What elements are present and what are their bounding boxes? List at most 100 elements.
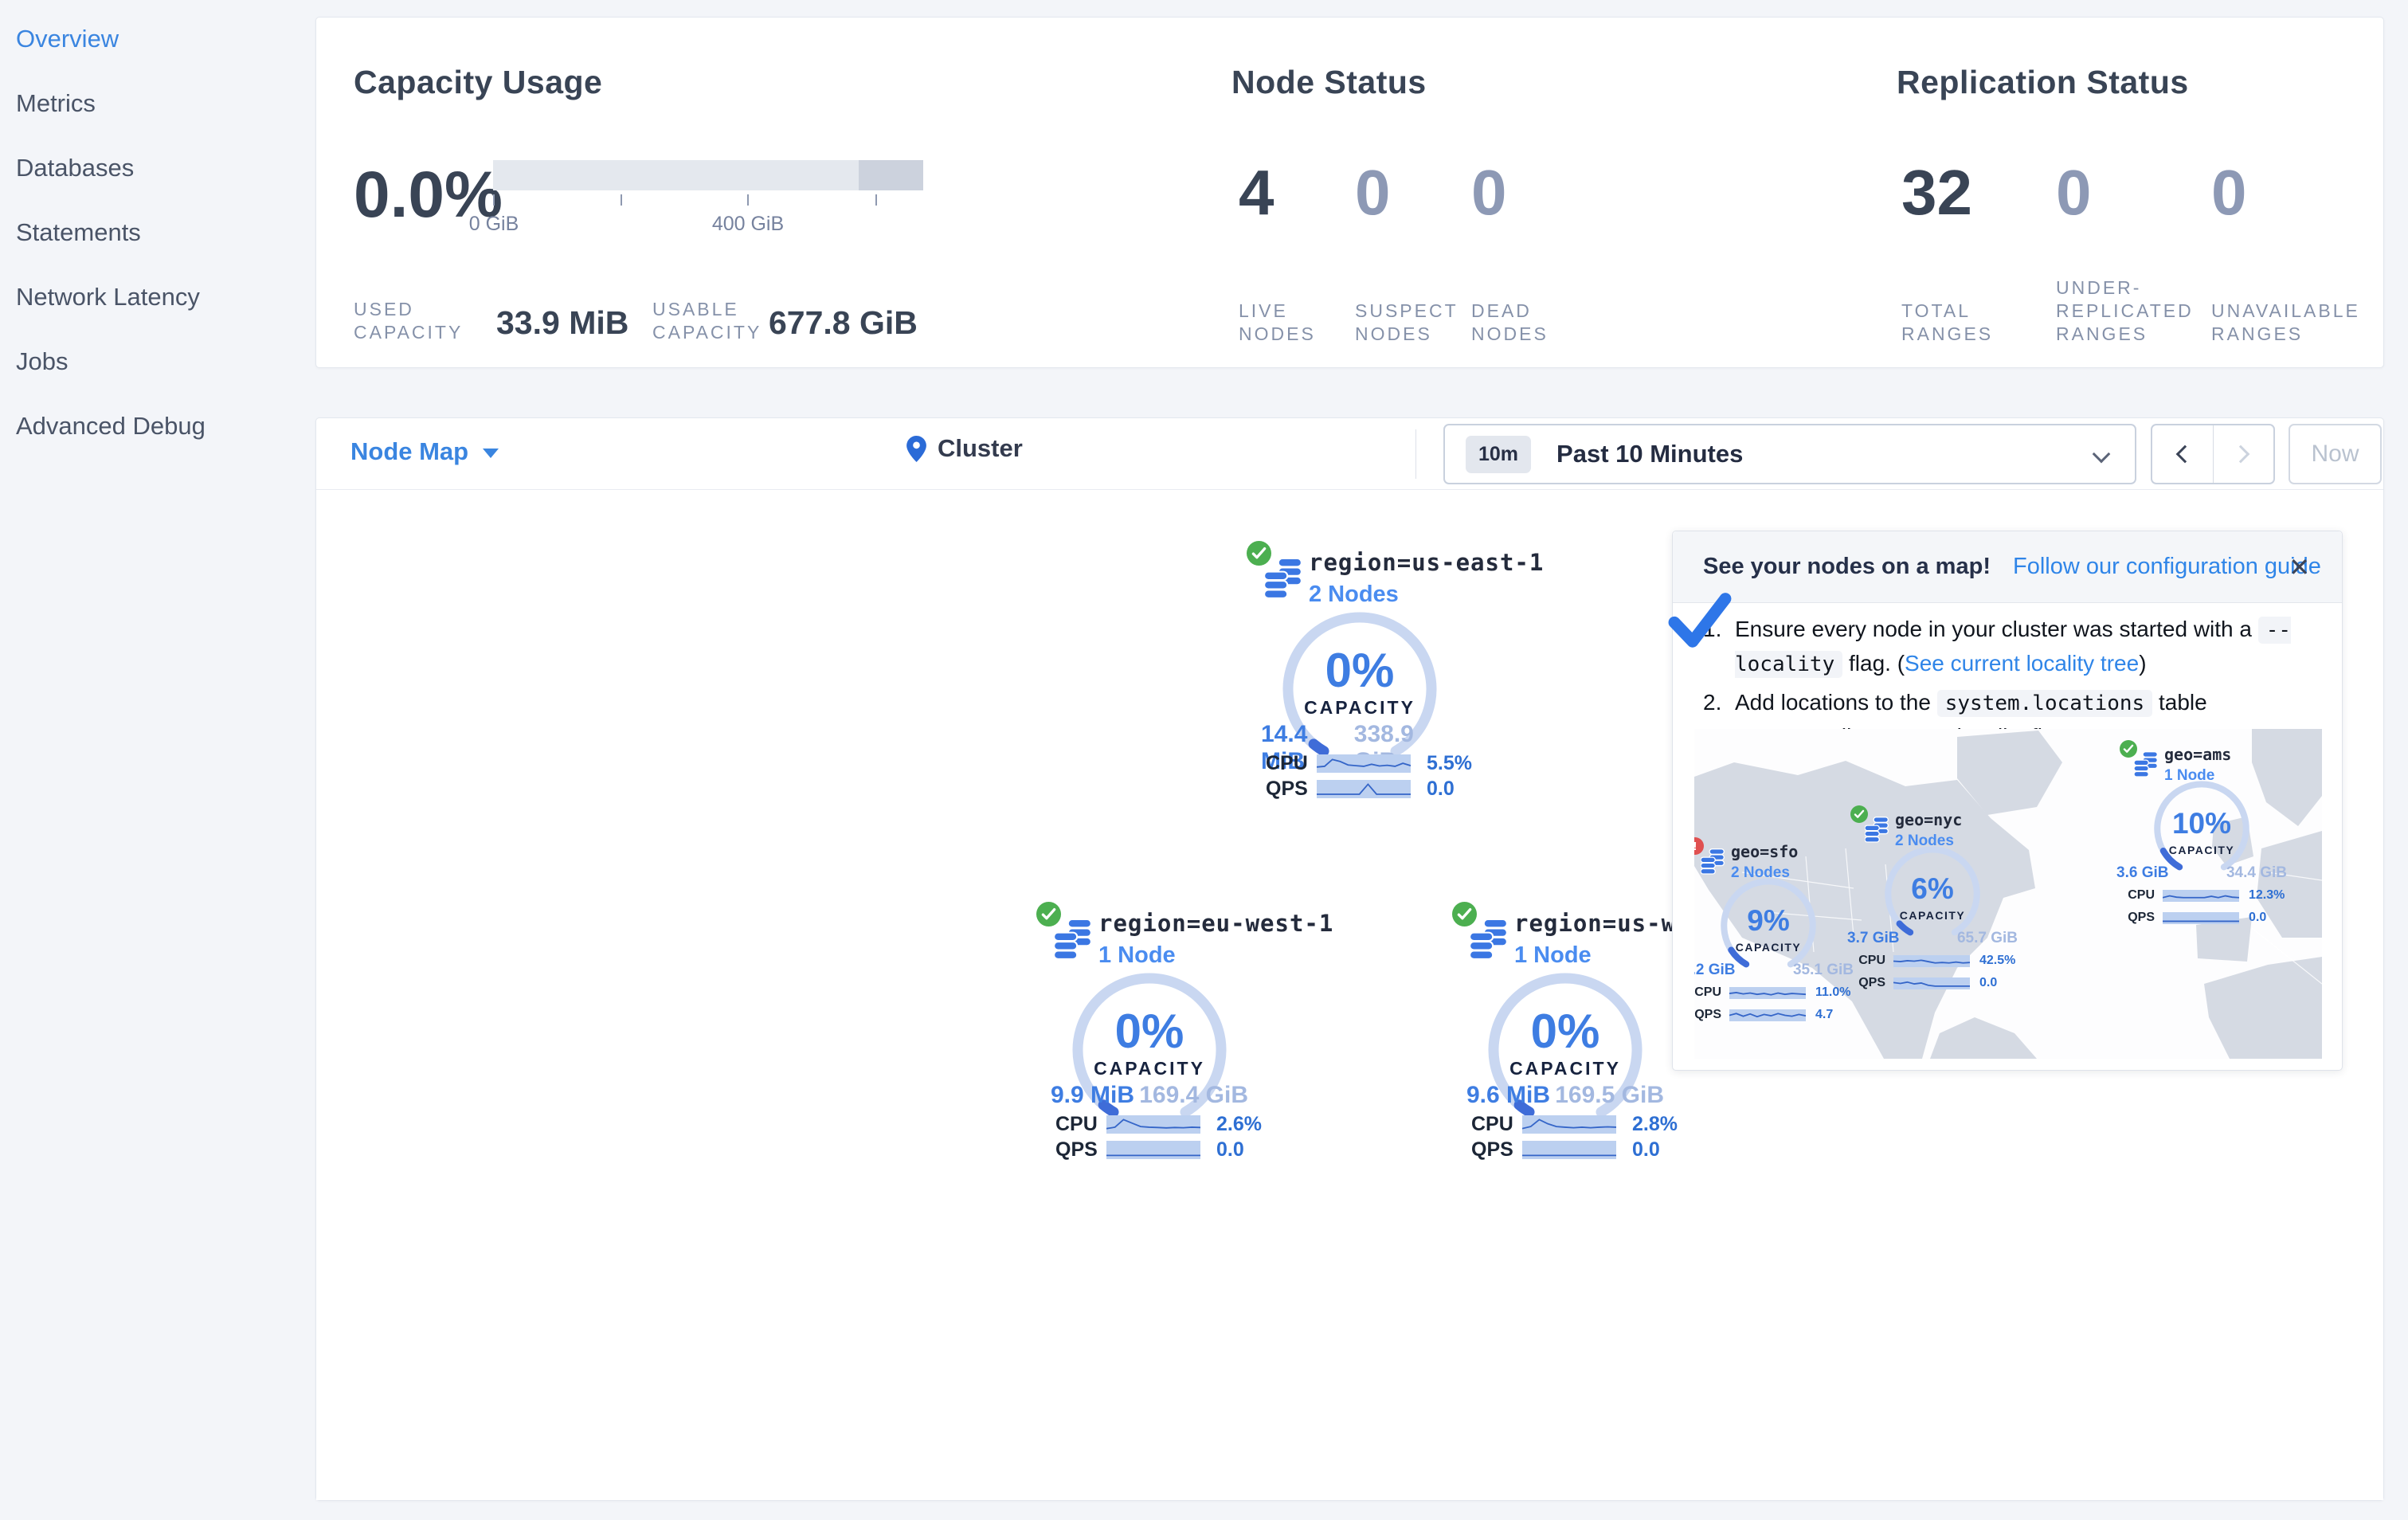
- region-node-us-west-1: region=us-west-1 1 Node 0% CAPACITY 9.6 …: [1430, 900, 1748, 1173]
- warning-icon: !: [1694, 837, 1704, 855]
- time-range-picker[interactable]: 10m Past 10 Minutes: [1443, 424, 2136, 484]
- next-interval-button[interactable]: [2212, 425, 2274, 483]
- toolbar-divider: [1415, 429, 1416, 479]
- capacity-arc-gauge: [1721, 878, 1816, 968]
- total-value: 65.7 GiB: [1956, 930, 2018, 946]
- used-capacity-value: 33.9 MiB: [496, 304, 629, 341]
- database-stack-icon: [1263, 557, 1302, 600]
- capacity-gauge-reserved-segment: [859, 160, 923, 190]
- region-node-us-east-1: region=us-east-1 2 Nodes 0% CAPACITY 14.…: [1224, 539, 1543, 812]
- locality-nodes-label: 2 Nodes: [1731, 864, 1790, 881]
- capacity-usage-percent: 0.0%: [354, 159, 503, 231]
- capacity-percent: 0%: [1325, 644, 1395, 697]
- usable-capacity-label: USABLE CAPACITY: [652, 299, 762, 343]
- mini-node-sfo: ! geo=sfo 2 Nodes 9% CAPACITY 3.2 GiB 35…: [1694, 837, 1860, 1022]
- used-value: 3.7 GiB: [1847, 930, 1900, 946]
- capacity-label: CAPACITY: [1735, 941, 1802, 954]
- capacity-label: CAPACITY: [1094, 1058, 1205, 1079]
- cpu-value: 5.5%: [1427, 751, 1472, 774]
- database-stack-icon: [1469, 918, 1508, 961]
- now-button[interactable]: Now: [2289, 424, 2382, 484]
- cpu-value: 11.0%: [1815, 985, 1851, 999]
- step-text: ): [2139, 651, 2147, 676]
- qps-value: 0.0: [1979, 976, 1998, 989]
- region-node-eu-west-1: region=eu-west-1 1 Node 0% CAPACITY 9.9 …: [1014, 900, 1333, 1173]
- cpu-label: CPU: [1266, 751, 1308, 774]
- cpu-sparkline: [1106, 1115, 1200, 1134]
- under-replicated-metric: 0 UNDER- REPLICATED RANGES: [2056, 161, 2199, 346]
- configuration-guide-link[interactable]: Follow our configuration guide: [2012, 554, 2321, 579]
- step-text: flag. (: [1842, 651, 1905, 676]
- region-nodes-link[interactable]: 2 Nodes: [1309, 582, 1399, 607]
- qps-label: QPS: [2128, 911, 2155, 924]
- node-map-setup-callout: See your nodes on a map! Follow our conf…: [1668, 531, 2343, 1071]
- qps-sparkline: [1893, 977, 1970, 989]
- step-number: 2.: [1703, 690, 1722, 715]
- close-icon[interactable]: ✕: [2289, 553, 2310, 582]
- dead-nodes-metric: 0 DEAD NODES: [1471, 161, 1615, 346]
- used-value: 3.2 GiB: [1694, 962, 1736, 978]
- locality-title: geo=sfo: [1731, 842, 1799, 861]
- sidebar-item-jobs[interactable]: Jobs: [16, 347, 69, 375]
- capacity-label: CAPACITY: [1509, 1058, 1621, 1079]
- under-replicated-label: UNDER- REPLICATED RANGES: [2056, 277, 2194, 344]
- suspect-nodes-label: SUSPECT NODES: [1355, 300, 1459, 344]
- capacity-percent: 9%: [1747, 904, 1790, 937]
- qps-sparkline: [1317, 779, 1411, 798]
- used-capacity-label: USED CAPACITY: [354, 299, 464, 343]
- node-map-card: Node Map Cluster 10m Past 10 Minutes N: [315, 417, 2384, 1501]
- mini-node-nyc: geo=nyc 2 Nodes 6% CAPACITY 3.7 GiB 65.7…: [1841, 804, 2024, 990]
- callout-header: See your nodes on a map! Follow our conf…: [1673, 531, 2342, 603]
- database-stack-icon: [2133, 751, 2159, 778]
- step-done-check-icon: [1668, 593, 1732, 648]
- locality-nodes-label: 2 Nodes: [1895, 832, 1954, 849]
- qps-label: QPS: [1055, 1138, 1098, 1161]
- used-value: 14.4 MiB: [1261, 721, 1308, 774]
- cpu-label: CPU: [2128, 888, 2155, 902]
- previous-interval-button[interactable]: [2152, 425, 2213, 483]
- unavailable-ranges-value: 0: [2211, 157, 2247, 228]
- region-nodes-link[interactable]: 1 Node: [1098, 942, 1176, 968]
- sidebar-item-network-latency[interactable]: Network Latency: [16, 282, 200, 311]
- sidebar-item-metrics[interactable]: Metrics: [16, 88, 96, 117]
- total-value: 169.5 GiB: [1555, 1082, 1664, 1108]
- database-stack-icon: [1053, 918, 1092, 961]
- cpu-label: CPU: [1055, 1112, 1098, 1135]
- capacity-label: CAPACITY: [1304, 697, 1415, 718]
- step-text: Add locations to the: [1735, 690, 1937, 715]
- capacity-arc-gauge: [2154, 781, 2249, 871]
- cpu-value: 2.6%: [1216, 1112, 1262, 1135]
- chevron-down-icon: [483, 449, 499, 458]
- example-node-map-preview: ! geo=sfo 2 Nodes 9% CAPACITY 3.2 GiB 35…: [1694, 729, 2322, 1059]
- live-nodes-value: 4: [1239, 157, 1274, 228]
- breadcrumb[interactable]: Cluster: [906, 434, 1023, 463]
- sidebar-item-overview[interactable]: Overview: [16, 24, 119, 53]
- callout-title: See your nodes on a map!: [1703, 554, 1991, 579]
- total-value: 35.1 GiB: [1792, 962, 1854, 978]
- total-value: 34.4 GiB: [2226, 864, 2287, 881]
- capacity-arc-gauge: [1282, 612, 1437, 757]
- view-mode-dropdown[interactable]: Node Map: [350, 437, 499, 466]
- cpu-sparkline: [1893, 954, 1970, 967]
- qps-value: 0.0: [1216, 1138, 1244, 1161]
- time-range-badge: 10m: [1466, 435, 1532, 473]
- sidebar-item-statements[interactable]: Statements: [16, 217, 141, 246]
- gauge-tick: [875, 194, 877, 206]
- live-nodes-label: LIVE NODES: [1239, 300, 1316, 344]
- region-title: region=us-east-1: [1309, 549, 1545, 576]
- sidebar-item-databases[interactable]: Databases: [16, 153, 135, 182]
- locality-tree-link[interactable]: See current locality tree: [1905, 651, 2140, 676]
- region-nodes-link[interactable]: 1 Node: [1514, 942, 1592, 968]
- capacity-percent: 6%: [1911, 872, 1954, 905]
- locality-title: geo=ams: [2164, 745, 2232, 764]
- capacity-label: CAPACITY: [1899, 909, 1966, 922]
- qps-value: 0.0: [1427, 777, 1455, 800]
- qps-sparkline: [1522, 1140, 1616, 1159]
- suspect-nodes-value: 0: [1355, 157, 1391, 228]
- sidebar-item-advanced-debug[interactable]: Advanced Debug: [16, 411, 206, 440]
- cpu-value: 42.5%: [1979, 954, 2016, 967]
- used-value: 3.6 GiB: [2116, 864, 2169, 881]
- setup-step-1: 1. Ensure every node in your cluster was…: [1703, 613, 2316, 681]
- chevron-right-icon: [2231, 445, 2250, 464]
